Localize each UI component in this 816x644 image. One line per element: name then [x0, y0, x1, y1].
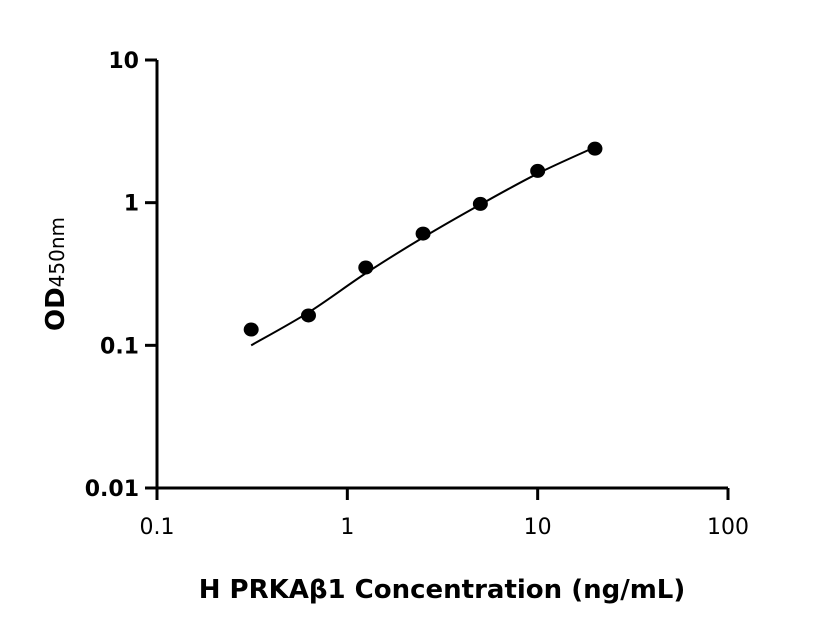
x-tick-label: 0.1 [140, 515, 175, 540]
data-point [243, 322, 259, 337]
x-axis-label: H PRKAβ1 Concentration (ng/mL) [199, 575, 686, 605]
y-tick-label: 10 [108, 49, 139, 74]
data-point [415, 226, 431, 241]
y-tick-label: 0.01 [85, 477, 139, 502]
data-point [587, 141, 603, 156]
data-point [472, 196, 488, 211]
points-layer [243, 141, 603, 337]
data-point [530, 163, 546, 178]
y-axis-label-sub: 450nm [45, 217, 69, 287]
x-tick-label: 100 [707, 515, 749, 540]
y-tick-label: 1 [124, 192, 139, 217]
data-point [358, 260, 374, 275]
x-tick-label: 1 [340, 515, 354, 540]
y-tick-label: 0.1 [100, 334, 139, 359]
y-axis-label-main: OD [41, 287, 71, 331]
x-tick-label: 10 [524, 515, 552, 540]
data-point [300, 308, 316, 323]
y-axis-label: OD450nm [41, 217, 71, 331]
